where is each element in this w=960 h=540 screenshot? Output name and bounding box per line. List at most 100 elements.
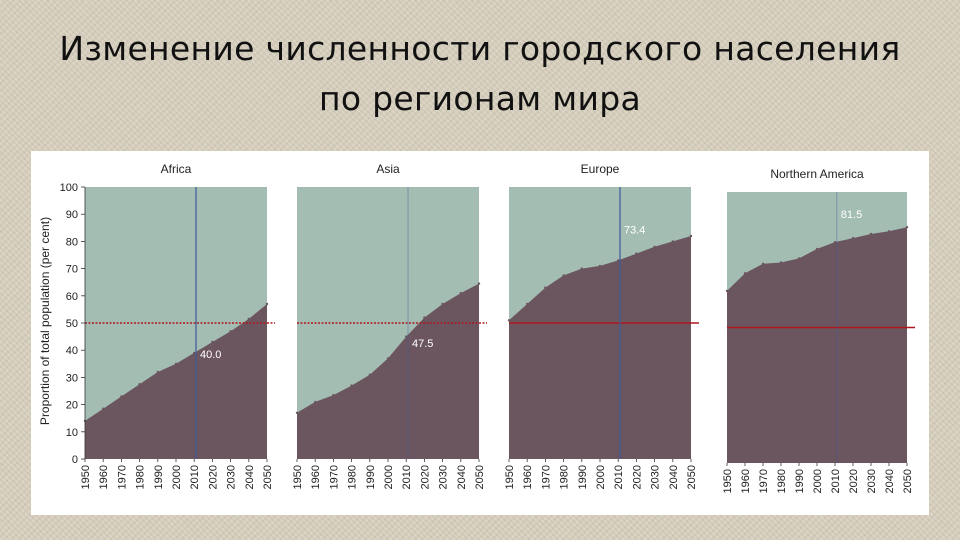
- data-point: [815, 247, 819, 251]
- x-tick-label: 1970: [328, 465, 340, 489]
- y-tick-label: 10: [66, 427, 78, 439]
- urban-area: [727, 227, 907, 463]
- y-tick-label: 100: [60, 182, 78, 194]
- marker-value-label: 47.5: [412, 338, 433, 350]
- urbanization-chart-figure: Proportion of total population (per cent…: [31, 151, 929, 515]
- y-tick-label: 60: [66, 291, 78, 303]
- x-tick-label: 2000: [171, 465, 183, 489]
- data-point: [905, 226, 909, 229]
- slide-title-line-1: Изменение численности городского населен…: [59, 29, 901, 68]
- y-tick-label: 90: [66, 209, 78, 221]
- data-point: [314, 400, 317, 404]
- data-point: [350, 384, 353, 387]
- x-tick-label: 2050: [262, 465, 274, 489]
- data-point: [477, 282, 481, 285]
- y-tick-label: 20: [66, 400, 78, 412]
- marker-value-label: 40.0: [200, 349, 221, 361]
- data-point: [833, 240, 837, 244]
- x-tick-label: 2050: [902, 469, 914, 493]
- data-point: [725, 289, 729, 293]
- slide-title-line-2: по регионам мира: [319, 79, 641, 118]
- x-tick-label: 2030: [226, 465, 238, 489]
- x-tick-label: 1980: [347, 465, 359, 489]
- x-tick-label: 2000: [383, 465, 395, 489]
- data-point: [102, 407, 105, 410]
- urban-area: [297, 283, 479, 459]
- x-tick-label: 1960: [98, 465, 110, 489]
- marker-value-label: 73.4: [624, 224, 645, 236]
- x-tick-label: 2020: [419, 465, 431, 489]
- x-tick-label: 1960: [522, 465, 534, 489]
- x-tick-label: 2050: [474, 465, 486, 489]
- panel-title: Africa: [161, 162, 192, 176]
- data-point: [671, 240, 674, 243]
- data-point: [295, 411, 299, 414]
- x-tick-label: 1960: [310, 465, 322, 489]
- data-point: [617, 259, 620, 262]
- x-tick-label: 2010: [830, 469, 842, 493]
- y-tick-label: 30: [66, 372, 78, 384]
- data-point: [887, 230, 891, 233]
- data-point: [580, 267, 583, 270]
- data-point: [332, 393, 335, 397]
- data-point: [247, 317, 250, 321]
- data-point: [193, 351, 196, 355]
- x-tick-label: 2020: [207, 465, 219, 489]
- chart-panel-3: 81.5 Northern America 1950 1960 1970 1980 1990…: [722, 167, 915, 493]
- x-tick-label: 2000: [812, 469, 824, 493]
- x-tick-label: 2030: [438, 465, 450, 489]
- x-tick-label: 2040: [456, 465, 468, 489]
- data-point: [405, 335, 408, 338]
- data-point: [423, 316, 426, 319]
- x-tick-label: 1970: [758, 469, 770, 493]
- x-tick-label: 1960: [740, 469, 752, 493]
- y-tick-label: 40: [66, 345, 78, 357]
- x-tick-label: 2030: [866, 469, 878, 493]
- x-tick-label: 2020: [631, 465, 643, 489]
- x-tick-label: 1980: [135, 465, 147, 489]
- data-point: [156, 370, 159, 374]
- marker-value-label: 81.5: [841, 209, 862, 221]
- data-point: [653, 245, 656, 248]
- urban-area: [85, 304, 267, 459]
- panel-title: Northern America: [770, 167, 864, 181]
- y-tick-label: 50: [66, 318, 78, 330]
- x-tick-label: 1990: [365, 465, 377, 489]
- x-tick-label: 1990: [577, 465, 589, 489]
- x-tick-label: 2020: [848, 469, 860, 493]
- x-tick-label: 2040: [668, 465, 680, 489]
- data-point: [386, 357, 390, 360]
- data-point: [743, 272, 747, 275]
- y-axis-label: Proportion of total population (per cent…: [38, 217, 52, 425]
- data-point: [174, 362, 178, 365]
- data-point: [689, 234, 693, 238]
- data-point: [120, 395, 123, 398]
- data-point: [851, 236, 855, 240]
- x-tick-label: 1950: [80, 465, 92, 489]
- x-tick-label: 2010: [401, 465, 413, 489]
- x-tick-label: 2040: [244, 465, 256, 489]
- slide-title: Изменение численности городского населен…: [0, 24, 960, 124]
- x-tick-label: 1950: [722, 469, 734, 493]
- data-point: [138, 383, 141, 386]
- urban-area: [509, 236, 691, 459]
- panel-title: Asia: [376, 162, 400, 176]
- data-point: [544, 286, 547, 289]
- x-tick-label: 2000: [595, 465, 607, 489]
- data-point: [441, 302, 444, 306]
- data-point: [635, 252, 638, 255]
- x-tick-label: 1990: [153, 465, 165, 489]
- x-tick-label: 1950: [292, 465, 304, 489]
- data-point: [562, 274, 565, 277]
- data-point: [598, 264, 602, 268]
- data-point: [459, 291, 462, 295]
- y-tick-label: 80: [66, 236, 78, 248]
- x-tick-label: 1970: [540, 465, 552, 489]
- x-tick-label: 2040: [884, 469, 896, 493]
- data-point: [368, 373, 371, 376]
- data-point: [211, 340, 214, 344]
- data-point: [507, 319, 511, 322]
- x-tick-label: 2010: [189, 465, 201, 489]
- x-tick-label: 1990: [794, 469, 806, 493]
